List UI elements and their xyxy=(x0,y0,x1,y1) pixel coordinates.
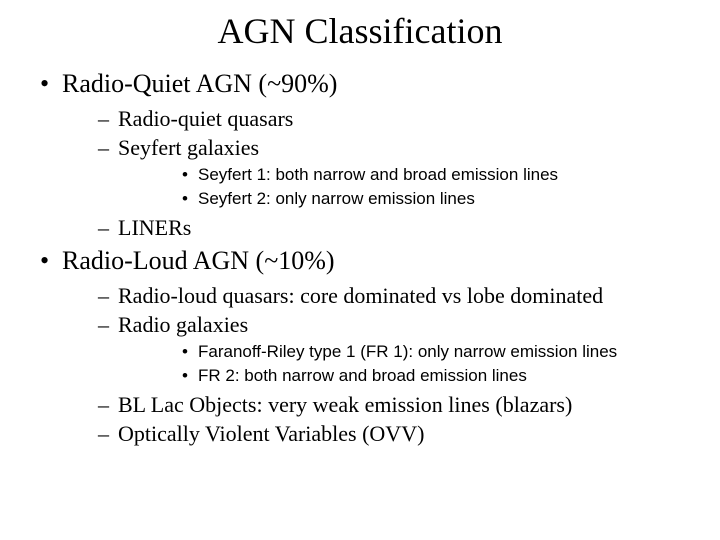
l2-item: Radio galaxies Faranoff-Riley type 1 (FR… xyxy=(62,311,690,387)
l1-item: Radio-Quiet AGN (~90%) Radio-quiet quasa… xyxy=(30,68,690,241)
l3-text: Seyfert 1: both narrow and broad emissio… xyxy=(198,165,558,184)
l2-text: Optically Violent Variables (OVV) xyxy=(118,421,424,446)
l2-text: Radio-loud quasars: core dominated vs lo… xyxy=(118,283,603,308)
l2-text: Radio galaxies xyxy=(118,312,248,337)
bullet-list: Radio-Quiet AGN (~90%) Radio-quiet quasa… xyxy=(30,68,690,448)
l2-text: Radio-quiet quasars xyxy=(118,106,293,131)
l3-list: Faranoff-Riley type 1 (FR 1): only narro… xyxy=(118,341,690,387)
l1-item: Radio-Loud AGN (~10%) Radio-loud quasars… xyxy=(30,245,690,448)
slide-title: AGN Classification xyxy=(30,10,690,52)
l2-item: BL Lac Objects: very weak emission lines… xyxy=(62,391,690,419)
l2-text: BL Lac Objects: very weak emission lines… xyxy=(118,392,572,417)
l2-item: LINERs xyxy=(62,214,690,242)
l3-list: Seyfert 1: both narrow and broad emissio… xyxy=(118,164,690,210)
l3-text: Seyfert 2: only narrow emission lines xyxy=(198,189,475,208)
l2-list: Radio-quiet quasars Seyfert galaxies Sey… xyxy=(62,105,690,242)
l3-item: FR 2: both narrow and broad emission lin… xyxy=(118,365,690,387)
l1-text: Radio-Quiet AGN (~90%) xyxy=(62,69,337,98)
l3-item: Faranoff-Riley type 1 (FR 1): only narro… xyxy=(118,341,690,363)
l2-item: Radio-quiet quasars xyxy=(62,105,690,133)
l1-text: Radio-Loud AGN (~10%) xyxy=(62,246,335,275)
l2-text: Seyfert galaxies xyxy=(118,135,259,160)
l2-item: Optically Violent Variables (OVV) xyxy=(62,420,690,448)
slide: AGN Classification Radio-Quiet AGN (~90%… xyxy=(0,0,720,540)
l3-item: Seyfert 1: both narrow and broad emissio… xyxy=(118,164,690,186)
l2-list: Radio-loud quasars: core dominated vs lo… xyxy=(62,282,690,448)
l3-text: FR 2: both narrow and broad emission lin… xyxy=(198,366,527,385)
l3-item: Seyfert 2: only narrow emission lines xyxy=(118,188,690,210)
l2-item: Seyfert galaxies Seyfert 1: both narrow … xyxy=(62,134,690,210)
l2-item: Radio-loud quasars: core dominated vs lo… xyxy=(62,282,690,310)
l3-text: Faranoff-Riley type 1 (FR 1): only narro… xyxy=(198,342,617,361)
l2-text: LINERs xyxy=(118,215,191,240)
